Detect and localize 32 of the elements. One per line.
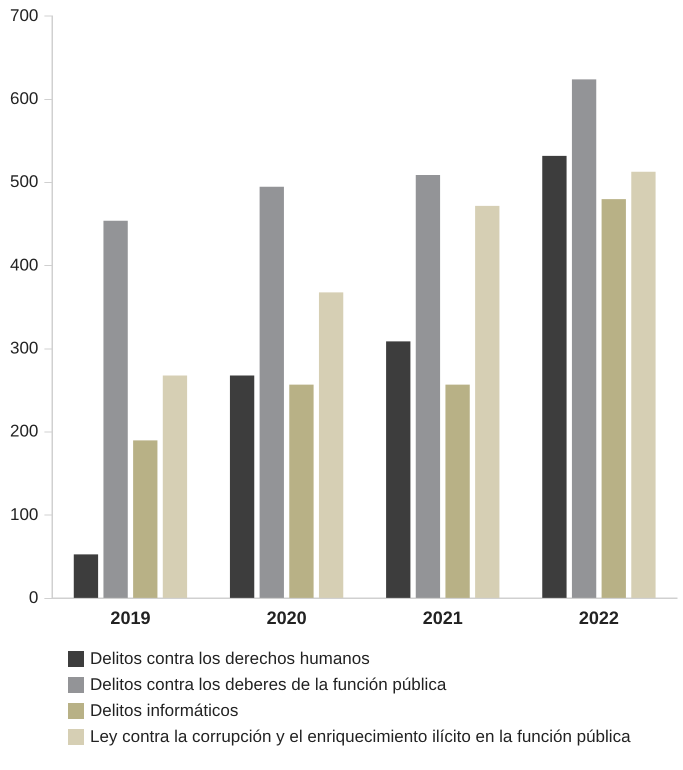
y-tick-label: 200 bbox=[10, 422, 38, 441]
x-tick-label: 2022 bbox=[578, 608, 619, 628]
y-tick-label: 700 bbox=[10, 6, 38, 25]
bar bbox=[631, 172, 656, 598]
y-tick-label: 0 bbox=[28, 588, 38, 608]
bar bbox=[230, 376, 254, 598]
bar bbox=[103, 220, 128, 598]
y-tick-label: 300 bbox=[10, 338, 38, 358]
bar bbox=[475, 206, 500, 598]
y-tick-label: 500 bbox=[10, 172, 38, 192]
bar bbox=[572, 79, 596, 598]
legend-label: Delitos contra los derechos humanos bbox=[90, 649, 370, 669]
bar bbox=[260, 186, 284, 598]
bar bbox=[289, 384, 314, 598]
legend-label: Delitos contra los deberes de la función pública bbox=[90, 675, 446, 695]
bar bbox=[74, 554, 98, 598]
bar bbox=[602, 199, 626, 598]
legend-label: Delitos informáticos bbox=[90, 701, 238, 721]
x-tick-label: 2021 bbox=[422, 608, 463, 628]
y-tick-label: 100 bbox=[10, 504, 38, 524]
legend-label: Ley contra la corrupción y el enriquecimiento ilícito en la función pública bbox=[90, 727, 631, 747]
bar bbox=[445, 384, 470, 598]
bar bbox=[416, 175, 440, 598]
x-tick-label: 2019 bbox=[110, 608, 150, 628]
bar bbox=[162, 376, 188, 598]
x-tick-label: 2020 bbox=[266, 608, 307, 628]
bar bbox=[133, 440, 158, 598]
y-tick-label: 400 bbox=[10, 255, 38, 274]
bar bbox=[542, 156, 567, 598]
y-tick-label: 600 bbox=[10, 89, 38, 108]
bar bbox=[318, 292, 344, 598]
bar bbox=[386, 341, 410, 598]
